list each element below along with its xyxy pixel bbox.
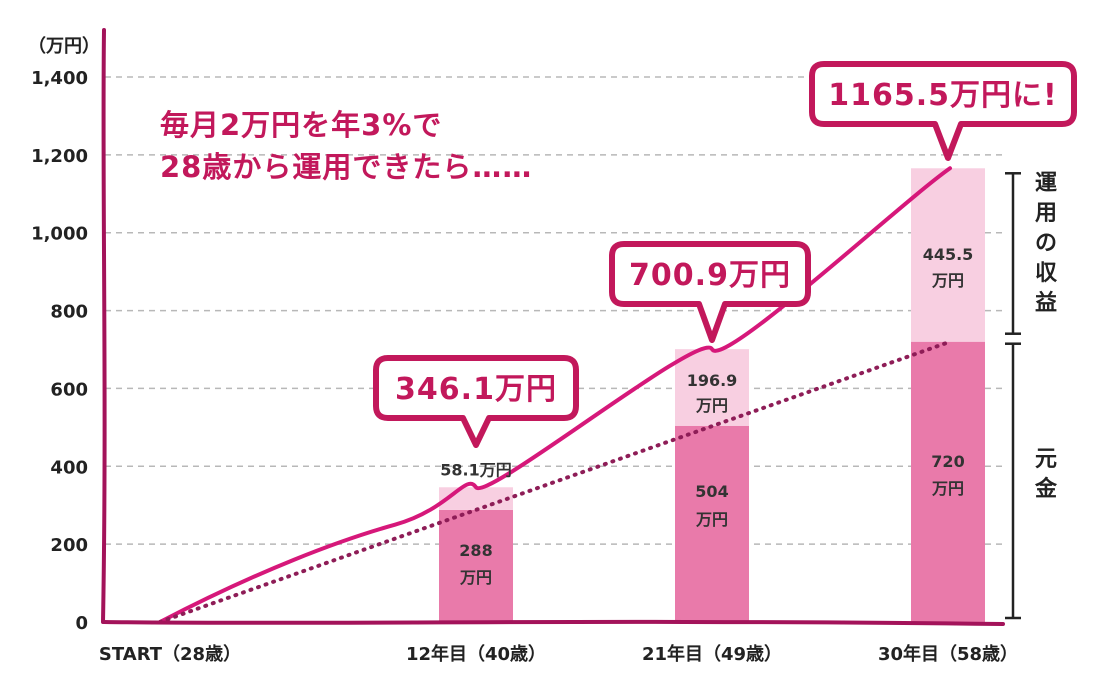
callout-text: 1165.5万円に! [828,78,1057,113]
callout-text: 346.1万円 [395,372,557,407]
y-tick-label: 200 [50,535,88,556]
side-label-gain: 運 [1035,171,1057,196]
y-tick-label: 1,400 [31,68,88,89]
side-label-principal: 元 [1035,447,1057,472]
y-tick-label: 1,000 [31,224,88,245]
side-label-gain: 収 [1035,261,1058,286]
bar-gain [911,168,985,342]
callout-bubble [609,241,811,343]
principal-label-value: 720 [931,452,964,471]
bar-principal [911,341,985,622]
gain-label-value: 445.5 [923,245,974,264]
bar-principal [439,509,513,622]
headline-line-1: 毎月2万円を年3%で [160,108,442,142]
bar-gain [675,349,749,426]
labels: 0 200 400 600 800 1,000 1,200 1,400 （万円） 58.1万円 28… [28,36,1018,665]
bar-principal [675,425,749,622]
y-tick-label: 600 [50,379,88,400]
y-tick-label: 1,200 [31,146,88,167]
y-axis-line [101,28,107,624]
x-tick-label: 21年目（49歳） [642,643,782,665]
principal-label-unit: 万円 [695,510,728,529]
bars [439,168,985,622]
principal-label-unit: 万円 [931,479,964,498]
gain-label: 58.1万円 [440,460,511,479]
principal-label-unit: 万円 [459,568,492,587]
x-axis-line [102,619,1005,626]
x-tick-label: 30年目（58歳） [878,643,1018,665]
side-label-gain: の [1035,231,1057,256]
side-label-gain: 用 [1035,201,1057,226]
y-tick-label: 0 [75,613,88,634]
gain-label-unit: 万円 [931,271,964,290]
x-tick-label: 12年目（40歳） [406,643,546,665]
callout-bubble [373,355,579,448]
side-label-principal: 金 [1034,476,1058,502]
headline-line-2: 28歳から運用できたら…… [160,150,532,184]
principal-label-value: 288 [459,541,492,560]
grid-lines [105,76,1005,545]
y-tick-label: 400 [50,457,88,478]
callouts: 346.1万円 700.9万円 1165.5万円に! [373,61,1077,448]
side-label-gain: 益 [1035,290,1057,316]
y-tick-label: 800 [50,302,88,323]
callout-text: 700.9万円 [629,258,791,293]
gain-label-value: 196.9 [687,371,738,390]
gain-label-unit: 万円 [695,396,728,415]
callout-bubble [809,61,1077,161]
axes [101,28,1005,626]
principal-label-value: 504 [695,482,728,501]
y-axis-unit: （万円） [28,36,100,57]
x-tick-label: START（28歳） [99,644,241,665]
principal-trend-line [158,339,952,624]
